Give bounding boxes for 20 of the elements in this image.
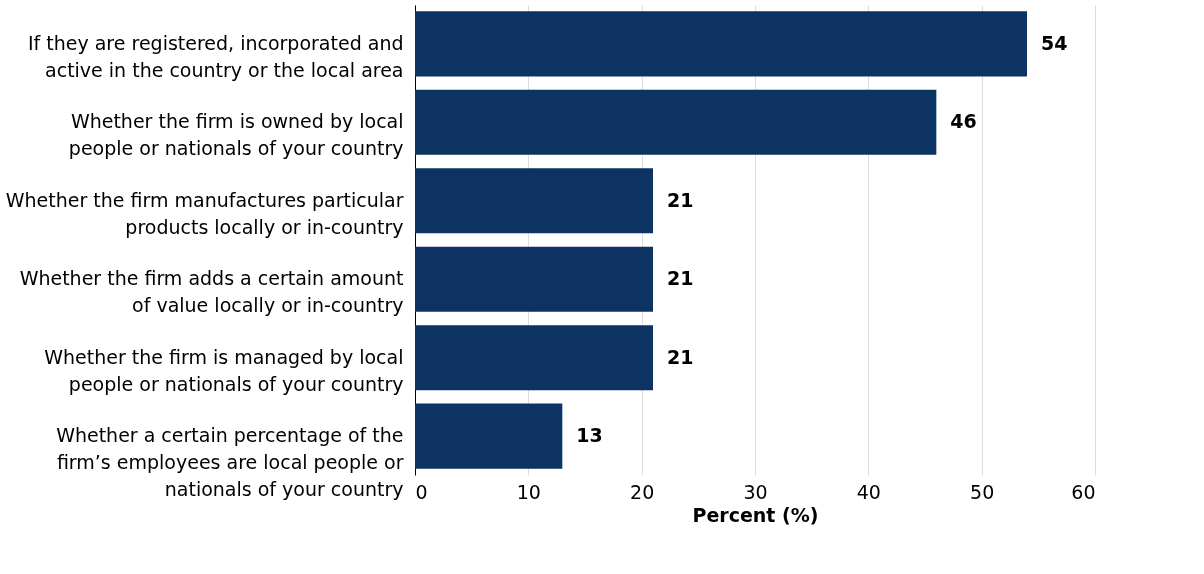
y-tick-label: If they are registered, incorporated and active in the country or the local area xyxy=(27,31,404,81)
data-label: 21 xyxy=(667,267,694,290)
data-label: 54 xyxy=(1041,31,1068,54)
data-label: 46 xyxy=(950,110,977,133)
x-tick-label: 30 xyxy=(743,480,768,503)
y-tick-label: Whether the firm is managed by local people or nationals of your country xyxy=(44,345,404,395)
data-label: 13 xyxy=(576,424,603,447)
y-tick-label: Whether the firm manufactures particular products locally or in-country xyxy=(5,188,404,238)
data-label: 21 xyxy=(667,188,694,211)
y-tick-label: Whether the firm adds a certain amount of value locally or in-country xyxy=(19,267,404,317)
x-tick-label: 0 xyxy=(415,480,428,503)
x-tick-label: 20 xyxy=(630,480,655,503)
x-tick-label: 50 xyxy=(970,480,995,503)
x-axis-title: Percent (%) xyxy=(692,503,819,526)
x-tick-label: 60 xyxy=(1071,480,1096,503)
x-tick-label: 40 xyxy=(856,480,881,503)
y-tick-label: Whether a certain percentage of the firm’s employees are local people or nationals of your country xyxy=(56,424,404,501)
x-tick-label: 10 xyxy=(516,480,541,503)
y-tick-label: Whether the firm is owned by local people or nationals of your country xyxy=(68,110,404,160)
data-label: 21 xyxy=(667,345,694,368)
